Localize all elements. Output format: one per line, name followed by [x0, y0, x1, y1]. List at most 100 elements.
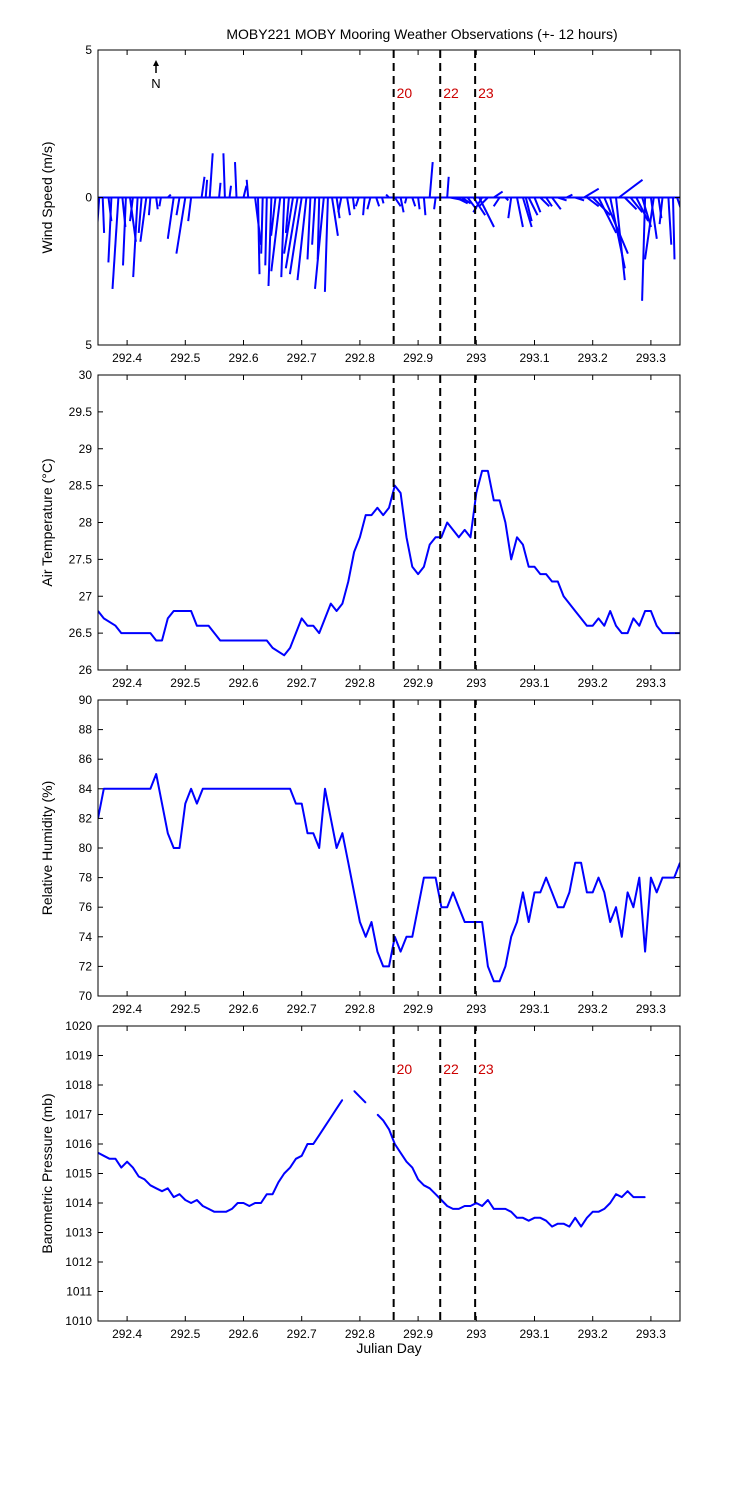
wind-vector — [583, 187, 600, 199]
x-tick-label: 292.6 — [228, 351, 258, 365]
data-point — [632, 617, 635, 620]
data-point — [178, 1193, 181, 1195]
wind-vector — [455, 196, 469, 205]
y-tick-label: 29.5 — [69, 405, 93, 419]
data-point — [178, 847, 181, 849]
data-point — [528, 1220, 530, 1222]
data-point — [499, 980, 501, 982]
data-point — [597, 617, 600, 620]
data-point — [435, 536, 437, 538]
data-point — [272, 1193, 274, 1195]
data-point — [580, 1226, 582, 1228]
data-point — [632, 1196, 635, 1198]
wind-vector — [516, 197, 524, 228]
series-line — [98, 773, 680, 983]
wind-vector — [257, 197, 261, 275]
wind-vector — [167, 193, 172, 199]
data-point — [359, 921, 361, 923]
data-point — [295, 803, 297, 805]
data-point — [114, 625, 117, 627]
data-point — [359, 536, 361, 538]
data-point — [539, 1217, 541, 1219]
data-point — [289, 647, 291, 649]
data-point — [469, 1205, 472, 1207]
axes-frame — [97, 1025, 681, 1322]
data-point — [277, 1181, 279, 1183]
data-point — [219, 639, 221, 642]
wind-vector — [311, 197, 317, 245]
data-point — [504, 521, 506, 524]
data-point — [306, 832, 309, 834]
data-point — [370, 514, 373, 516]
x-tick-label: 293.2 — [578, 676, 608, 690]
data-point — [452, 529, 454, 531]
plot-area — [98, 1090, 646, 1228]
data-point — [190, 788, 192, 790]
data-point — [644, 951, 646, 953]
wind-vector — [166, 197, 175, 239]
data-point — [667, 877, 670, 879]
wind-vector — [507, 197, 513, 219]
data-point — [621, 936, 623, 938]
data-point — [429, 877, 431, 879]
y-tick-label: 1018 — [65, 1078, 92, 1092]
x-tick-label: 292.9 — [403, 1002, 433, 1016]
data-point — [411, 1167, 413, 1169]
data-point — [563, 906, 565, 908]
data-point — [109, 1158, 111, 1160]
wind-vector — [284, 197, 290, 233]
data-point — [341, 1099, 343, 1101]
data-point — [330, 603, 332, 605]
wind-vector — [354, 197, 360, 207]
x-tick-label: 293.3 — [636, 1327, 666, 1341]
y-tick-label: 5 — [85, 338, 92, 352]
data-point — [563, 1223, 565, 1225]
data-point — [656, 625, 658, 627]
plot-area — [98, 469, 680, 657]
y-tick-label: 74 — [79, 930, 93, 944]
x-tick-label: 292.5 — [170, 1002, 200, 1016]
wind-vector — [417, 197, 421, 210]
data-point — [324, 617, 326, 620]
data-point — [283, 1172, 285, 1175]
data-point — [219, 788, 221, 790]
wind-vector — [422, 197, 427, 216]
data-point — [254, 639, 256, 642]
data-point — [429, 1187, 431, 1189]
wind-vector — [478, 197, 495, 228]
data-point — [609, 921, 611, 923]
x-tick-label: 293.2 — [578, 1327, 608, 1341]
wind-vector — [158, 197, 162, 207]
wind-vector — [461, 196, 472, 205]
data-point — [260, 1202, 262, 1204]
data-point — [464, 529, 466, 531]
data-point — [155, 639, 157, 642]
data-point — [353, 551, 355, 553]
data-point — [516, 921, 518, 923]
y-axis-label: Wind Speed (m/s) — [39, 141, 55, 253]
data-point — [504, 1208, 506, 1210]
data-point — [464, 1205, 466, 1207]
data-point — [516, 536, 518, 538]
y-tick-label: 86 — [79, 752, 93, 766]
data-point — [627, 1190, 629, 1192]
data-point — [504, 965, 506, 968]
data-point — [644, 1196, 646, 1198]
data-point — [627, 632, 629, 634]
marker-label: 22 — [443, 1061, 459, 1077]
data-point — [533, 1217, 536, 1219]
data-point — [242, 788, 245, 790]
data-point — [225, 1211, 227, 1213]
data-point — [481, 1205, 483, 1207]
x-tick-label: 292.5 — [170, 1327, 200, 1341]
data-point — [103, 617, 105, 620]
data-point — [609, 1202, 611, 1204]
wind-vector — [234, 162, 238, 198]
data-point — [411, 566, 413, 568]
plot-area — [98, 153, 680, 301]
data-point — [469, 536, 472, 538]
data-point — [266, 1193, 268, 1195]
y-tick-label: 30 — [79, 368, 93, 382]
data-point — [370, 921, 373, 923]
data-point — [376, 507, 378, 509]
